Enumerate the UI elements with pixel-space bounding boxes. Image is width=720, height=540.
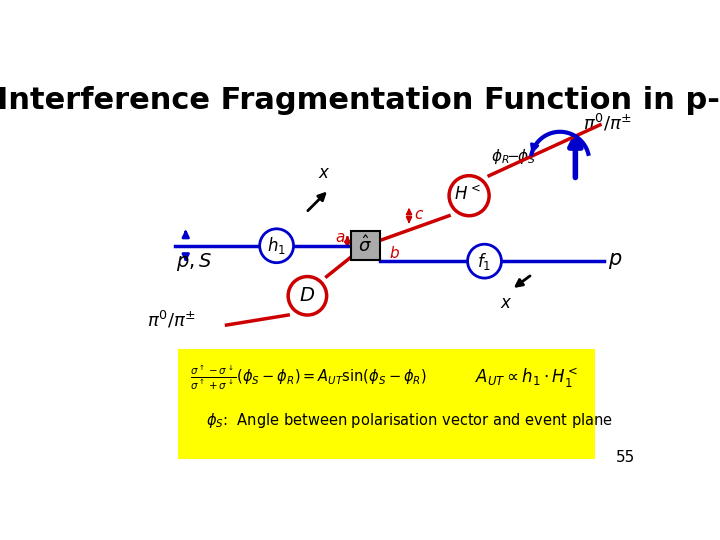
Text: $x$: $x$ — [318, 164, 330, 182]
Text: $p,S$: $p,S$ — [176, 251, 212, 273]
Text: $p$: $p$ — [608, 251, 622, 271]
Text: Interference Fragmentation Function in p-p: Interference Fragmentation Function in p… — [0, 85, 720, 114]
Text: $a$: $a$ — [335, 230, 345, 245]
Circle shape — [449, 176, 489, 215]
Text: $c$: $c$ — [414, 207, 424, 222]
Text: $\pi^0 / \pi^{\pm}$: $\pi^0 / \pi^{\pm}$ — [583, 112, 632, 133]
Text: $\frac{\sigma^{\uparrow} - \sigma^{\downarrow}}{\sigma^{\uparrow} + \sigma^{\dow: $\frac{\sigma^{\uparrow} - \sigma^{\down… — [190, 363, 427, 392]
Circle shape — [260, 229, 294, 262]
Text: $A_{UT} \propto h_1 \cdot H_1^{<}$: $A_{UT} \propto h_1 \cdot H_1^{<}$ — [475, 367, 579, 390]
Text: $h_1$: $h_1$ — [267, 235, 286, 256]
Text: $\pi^0 / \pi^{\pm}$: $\pi^0 / \pi^{\pm}$ — [148, 310, 197, 331]
Text: $f_1$: $f_1$ — [477, 251, 492, 272]
Text: $H^{<}$: $H^{<}$ — [454, 186, 481, 204]
Text: $\phi_S$:  Angle between polarisation vector and event plane: $\phi_S$: Angle between polarisation vec… — [206, 411, 613, 430]
Text: $b$: $b$ — [389, 245, 400, 261]
Text: $D$: $D$ — [300, 286, 315, 305]
Text: 55: 55 — [616, 450, 636, 465]
FancyBboxPatch shape — [351, 231, 379, 260]
Text: $x$: $x$ — [500, 294, 512, 312]
Circle shape — [288, 276, 327, 315]
Text: $\hat{\sigma}$: $\hat{\sigma}$ — [359, 235, 372, 256]
Text: $\phi_R\!\!-\!\!\phi_S$: $\phi_R\!\!-\!\!\phi_S$ — [490, 147, 536, 166]
FancyBboxPatch shape — [178, 349, 595, 459]
Circle shape — [467, 244, 501, 278]
